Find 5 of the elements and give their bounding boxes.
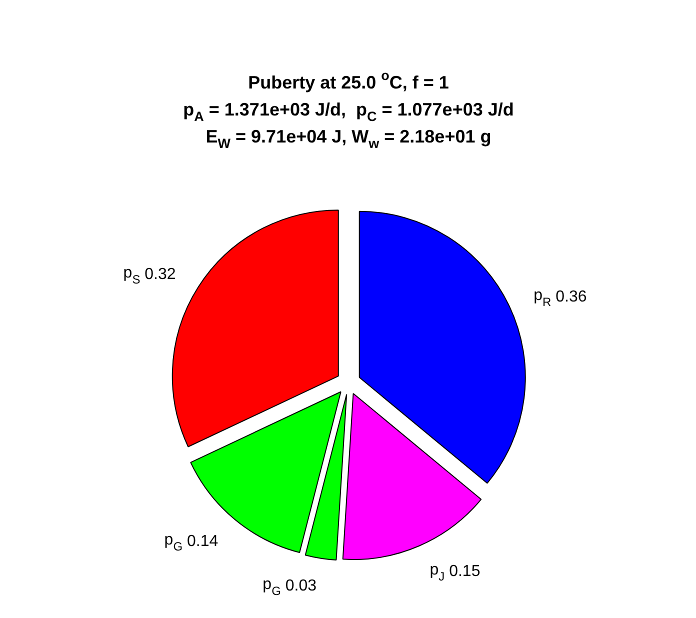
- data-label: 0.32: [144, 266, 176, 283]
- data-label: 0.14: [186, 533, 218, 550]
- data-label: 0.36: [556, 288, 587, 306]
- data-label: 0.03: [285, 578, 317, 595]
- data-label: 0.15: [449, 563, 480, 580]
